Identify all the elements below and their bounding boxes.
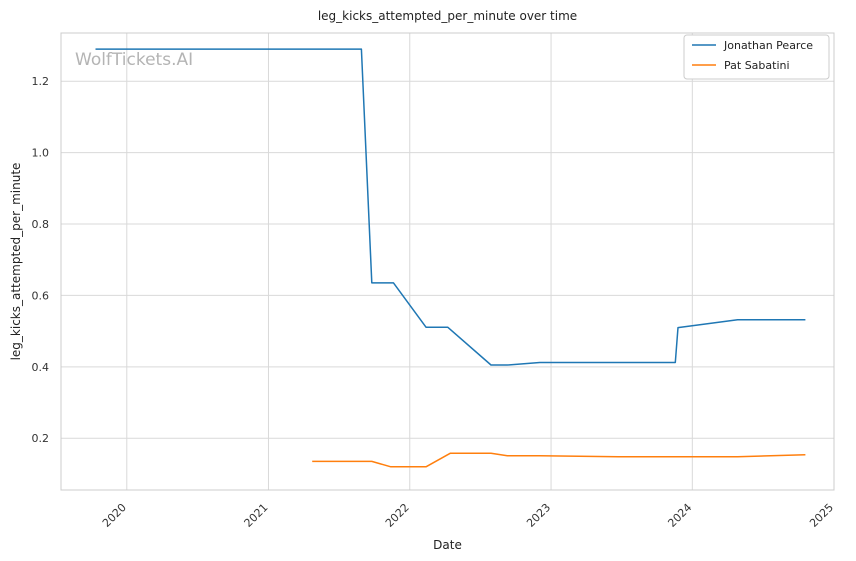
y-tick-label: 1.0 [32,147,50,160]
y-tick-label: 0.6 [32,289,50,302]
y-tick-label: 0.4 [32,361,50,374]
series-line-1 [95,48,806,366]
y-tick-label: 0.2 [32,432,50,445]
y-tick-labels: 0.2 0.4 0.6 0.8 1.0 1.2 [32,75,50,445]
watermark-text: WolfTickets.AI [75,50,193,70]
plot-frame [60,32,835,491]
legend-box [683,34,830,80]
y-tick-label: 0.8 [32,218,50,231]
legend-label: Jonathan Pearce [723,39,813,52]
legend-label: Pat Sabatini [724,59,790,72]
series-lines [95,48,806,468]
chart-title: leg_kicks_attempted_per_minute over time [318,9,577,23]
y-axis-label: leg_kicks_attempted_per_minute [9,163,23,361]
y-tick-label: 1.2 [32,75,50,88]
legend: Jonathan Pearce Pat Sabatini [683,34,830,80]
series-line-2 [312,452,806,468]
x-axis-label: Date [433,538,462,552]
